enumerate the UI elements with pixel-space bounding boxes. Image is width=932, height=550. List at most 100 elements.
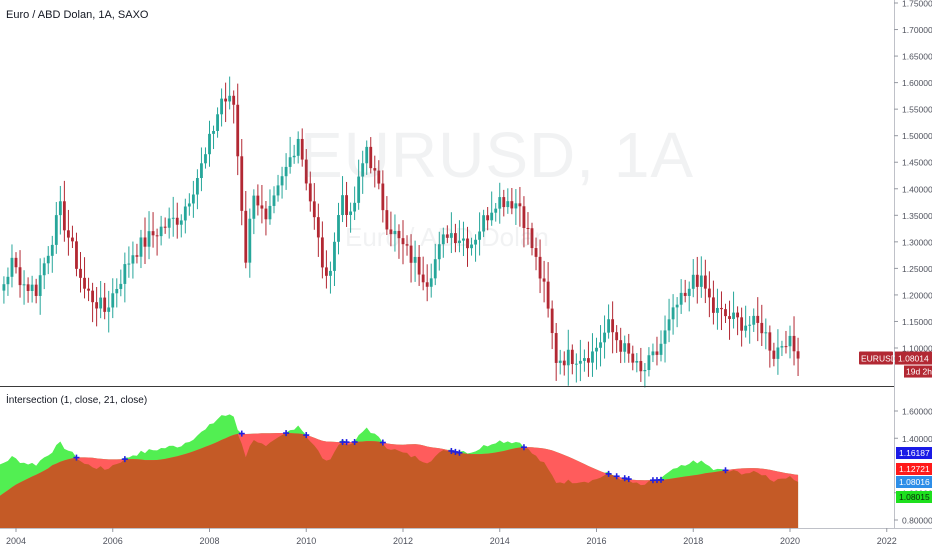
candle [337,202,340,255]
price-scale-label: 1.75000 [902,0,932,9]
candle [578,339,582,382]
time-axis-label: 2010 [296,536,316,546]
candle-body [30,284,34,291]
candle [667,298,671,343]
candle [441,227,445,258]
candle [212,125,215,150]
candle [699,256,703,298]
candle-body [38,275,42,296]
candle-body [276,185,280,196]
candle [369,137,373,174]
candle [663,315,667,363]
candle [316,203,320,257]
svg-text:1.08014: 1.08014 [898,354,929,364]
time-axis[interactable]: 2004 2006 2008 2010 2012 2014 2016 2018 2020 2022 [6,528,897,546]
candle [288,136,292,174]
candle-body [50,244,54,256]
candle-body [578,360,582,364]
candle [42,257,46,290]
candle [79,252,82,293]
candle [429,263,433,298]
indicator-scale[interactable]: 1.600001.400001.000000.800001.161871.127… [894,407,932,526]
symbol-title[interactable]: Euro / ABD Dolan, 1A, SAXO [6,9,149,21]
candle-body [494,208,498,213]
candle [425,264,429,302]
candle [655,336,659,366]
svg-text:1.12721: 1.12721 [899,464,930,474]
candle-body [296,138,300,156]
candle [607,304,611,339]
candle-body [724,309,727,317]
candle [449,212,453,254]
candle-body [433,259,437,279]
candle-body [83,277,86,289]
candle-body [22,284,26,286]
candle [494,202,498,222]
candle-body [462,238,465,241]
cross-marker [722,467,729,474]
candle [357,159,361,210]
candle [34,278,38,304]
candle-body [195,178,199,195]
candle [478,212,482,256]
indicator-scale-label: 1.60000 [902,407,932,417]
candle-body [2,284,6,291]
candle [510,187,514,215]
candle-body [139,237,143,257]
candle-body [240,156,244,211]
candle-body [445,234,449,238]
cross-marker [121,456,128,463]
candle-body [252,195,256,219]
indicator-pane[interactable] [0,414,799,528]
candle-body [663,330,667,344]
cross-marker [456,449,463,456]
price-scale-label: 1.40000 [902,184,932,194]
candle [587,341,590,377]
candle [320,221,324,279]
candle-body [546,281,550,309]
candle-body [437,244,441,260]
candle-body [256,195,260,206]
indicator-value-badge: 1.16187 [896,447,932,459]
candle-body [58,201,62,216]
countdown-tag: 19d 2h [904,365,932,378]
price-pane[interactable] [2,76,800,388]
candle-body [123,264,127,284]
candle-body [530,228,534,249]
candle-body [413,256,417,263]
candle-body [42,263,46,276]
candle-body [171,217,175,219]
price-scale-label: 1.30000 [902,237,932,247]
candle [159,215,163,246]
candle [651,343,655,363]
price-scale[interactable]: 1.75000 1.70000 1.65000 1.60000 1.55000 1.500… [894,0,932,354]
candle-body [329,270,332,276]
candle [486,207,490,231]
candle-body [224,98,228,102]
candle-body [163,226,167,228]
candle [155,228,159,256]
candle [252,189,256,235]
candle [244,190,248,269]
candle-body [208,133,211,155]
candle-body [244,210,248,263]
candle [131,241,135,279]
price-scale-label: 1.25000 [902,264,932,274]
candle-body [582,358,586,361]
candle [643,363,647,388]
candle-body [361,163,365,177]
candle-body [26,284,30,291]
indicator-title[interactable]: İntersection (1, close, 21, close) [6,395,148,406]
candle-body [143,237,147,247]
time-axis-label: 2022 [877,536,897,546]
candle [635,353,639,373]
candle [46,246,50,275]
candle [453,223,457,253]
candle-body [381,183,385,211]
time-axis-label: 2016 [586,536,606,546]
candle-body [87,288,90,291]
candle-body [772,350,776,359]
candle-body [183,206,187,221]
candle [716,288,719,330]
